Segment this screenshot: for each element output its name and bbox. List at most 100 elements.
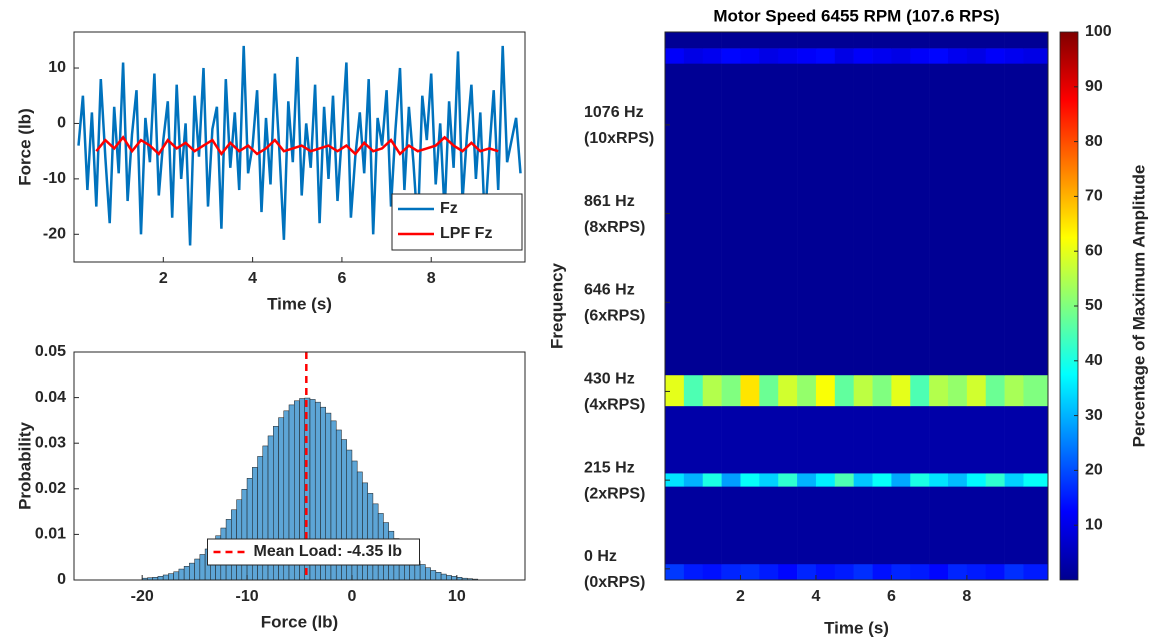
heatmap-cell — [1004, 563, 1024, 581]
heatmap-cell — [721, 563, 741, 581]
heatmap-cell — [721, 32, 741, 49]
legend-label: LPF Fz — [440, 225, 492, 242]
heatmap-cell — [665, 48, 685, 64]
heatmap-cell — [665, 405, 685, 474]
heatmap-cell — [1023, 473, 1049, 487]
heatmap-cell — [834, 374, 854, 407]
heatmap-cell — [948, 563, 968, 581]
y-tick-label: 861 Hz — [584, 193, 635, 210]
heatmap-cell — [815, 63, 836, 376]
heatmap-cell — [929, 374, 949, 407]
heatmap-cell — [759, 374, 779, 407]
heatmap-cell — [929, 563, 949, 581]
heatmap-cell — [985, 374, 1005, 407]
heatmap-cell — [797, 63, 817, 376]
heatmap-cell — [740, 563, 760, 581]
y-tick-label: (4xRPS) — [584, 397, 645, 414]
heatmap-cell — [853, 374, 873, 407]
heatmap-cell — [759, 563, 779, 581]
heatmap-cell — [948, 486, 968, 565]
heatmap-cell — [797, 32, 817, 49]
heatmap-cell — [1004, 32, 1024, 49]
heatmap-cell — [872, 48, 892, 64]
heatmap-cell — [665, 563, 685, 581]
heatmap-cell — [702, 405, 722, 474]
legend-label: Fz — [440, 200, 458, 217]
heatmap-cell — [740, 32, 760, 49]
x-tick-label: 2 — [159, 270, 168, 287]
heatmap-cell — [665, 63, 685, 376]
legend-label: Mean Load: -4.35 lb — [254, 543, 403, 560]
heatmap-cell — [759, 405, 779, 474]
heatmap-cell — [966, 32, 987, 49]
colorbar-label: Percentage of Maximum Amplitude — [1129, 165, 1148, 448]
heatmap-cell — [815, 563, 836, 581]
histogram-bar — [430, 570, 437, 581]
histogram-bar — [419, 564, 426, 581]
heatmap-cell — [834, 63, 854, 376]
y-axis-label: Frequency — [547, 262, 566, 349]
heatmap-cell — [910, 48, 930, 64]
heatmap-cell — [985, 405, 1005, 474]
y-tick-label: 0.03 — [35, 434, 66, 451]
heatmap-cell — [872, 563, 892, 581]
heatmap-cell — [740, 486, 760, 565]
heatmap-cell — [683, 473, 704, 487]
heatmap-cell — [778, 63, 798, 376]
y-tick-label: 0 — [57, 571, 66, 588]
heatmap-cell — [1004, 473, 1024, 487]
heatmap-cell — [872, 473, 892, 487]
heatmap-cell — [929, 486, 949, 565]
heatmap-cell — [683, 563, 704, 581]
y-tick-label: (0xRPS) — [584, 574, 645, 591]
heatmap-cell — [853, 486, 873, 565]
heatmap-cell — [910, 32, 930, 49]
heatmap-cell — [815, 405, 836, 474]
histogram-bar — [241, 489, 248, 581]
x-tick-label: 4 — [811, 588, 820, 605]
axes-frame — [73, 351, 526, 581]
heatmap-cell — [683, 486, 704, 565]
y-tick-label: 0 — [57, 115, 66, 132]
heatmap-cell — [966, 63, 987, 376]
histogram-bar — [157, 576, 164, 581]
colorbar-tick-label: 80 — [1085, 133, 1103, 150]
histogram-bar — [435, 571, 442, 581]
colorbar-tick-label: 90 — [1085, 78, 1103, 95]
heatmap-cell — [665, 486, 685, 565]
heatmap-cell — [1023, 563, 1049, 581]
axes-frame — [73, 31, 526, 263]
heatmap-cell — [683, 32, 704, 49]
heatmap-cell — [815, 374, 836, 407]
heatmap-cell — [683, 48, 704, 64]
x-tick-label: 8 — [962, 588, 971, 605]
heatmap-cell — [1023, 486, 1049, 565]
y-axis-label: Force (lb) — [15, 108, 34, 185]
histogram-bar — [425, 567, 431, 581]
heatmap-cell — [740, 63, 760, 376]
x-tick-label: 6 — [887, 588, 896, 605]
heatmap-cell — [948, 374, 968, 407]
y-tick-label: (2xRPS) — [584, 485, 645, 502]
y-tick-label: (6xRPS) — [584, 308, 645, 325]
histogram-bar — [451, 576, 458, 581]
heatmap-cell — [910, 563, 930, 581]
heatmap-cell — [929, 48, 949, 64]
heatmap-cell — [948, 48, 968, 64]
histogram-bar — [194, 558, 201, 581]
colorbar-tick-label: 10 — [1085, 516, 1103, 533]
colorbar-tick-label: 100 — [1085, 23, 1112, 40]
histogram-bar — [178, 568, 185, 581]
heatmap-cell — [891, 32, 911, 49]
histogram-bar — [440, 573, 447, 581]
heatmap-cell — [721, 405, 741, 474]
chart-title: Motor Speed 6455 RPM (107.6 RPS) — [713, 6, 999, 25]
y-tick-label: (10xRPS) — [584, 130, 654, 147]
heatmap-cell — [966, 486, 987, 565]
heatmap-cell — [834, 405, 854, 474]
histogram-bar — [446, 575, 452, 581]
heatmap-cell — [1004, 374, 1024, 407]
heatmap-cell — [910, 473, 930, 487]
heatmap-cell — [759, 473, 779, 487]
